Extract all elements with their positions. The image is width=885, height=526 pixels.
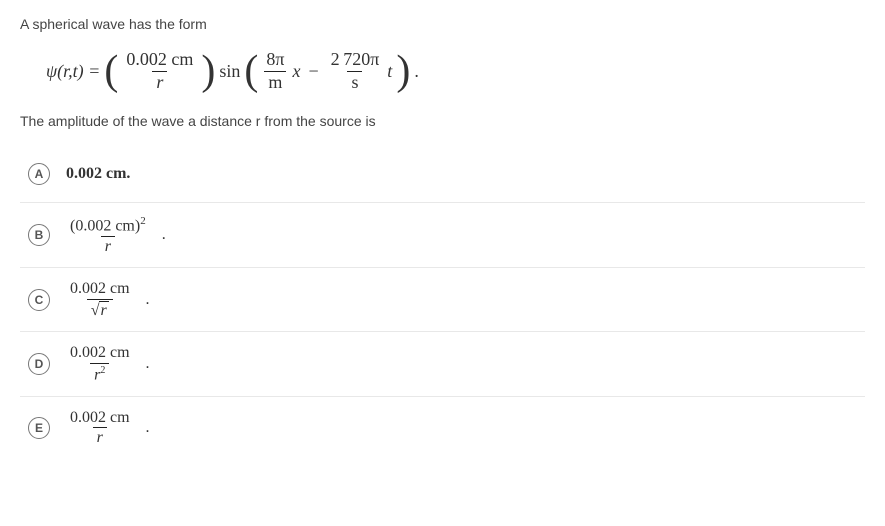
eq-func: sin bbox=[219, 61, 240, 82]
paren-open-2: ( bbox=[244, 55, 258, 89]
option-a-circle: A bbox=[28, 163, 50, 185]
option-b[interactable]: B (0.002 cm)2 r . bbox=[20, 203, 865, 269]
arg1-var: x bbox=[292, 61, 300, 82]
option-e-circle: E bbox=[28, 417, 50, 439]
question-intro: A spherical wave has the form bbox=[20, 16, 865, 32]
option-a-text: 0.002 cm. bbox=[66, 165, 130, 183]
sub-question: The amplitude of the wave a distance r f… bbox=[20, 113, 865, 129]
option-d-circle: D bbox=[28, 353, 50, 375]
option-c-body: 0.002 cm √r . bbox=[66, 280, 150, 319]
option-b-circle: B bbox=[28, 224, 50, 246]
paren-close-2: ) bbox=[396, 55, 410, 89]
option-d-period: . bbox=[146, 355, 150, 373]
option-b-frac: (0.002 cm)2 r bbox=[66, 215, 150, 256]
option-b-den: r bbox=[101, 236, 115, 256]
option-d[interactable]: D 0.002 cm r2 . bbox=[20, 332, 865, 397]
sqrt-icon: √r bbox=[91, 301, 109, 320]
option-c-frac: 0.002 cm √r bbox=[66, 280, 134, 319]
arg1-num: 8π bbox=[262, 50, 288, 71]
coef-num: 0.002 cm bbox=[122, 50, 197, 71]
option-b-num: (0.002 cm)2 bbox=[66, 215, 150, 236]
option-c[interactable]: C 0.002 cm √r . bbox=[20, 268, 865, 332]
option-d-body: 0.002 cm r2 . bbox=[66, 344, 150, 384]
option-a-body: 0.002 cm. bbox=[66, 165, 130, 183]
paren-open-1: ( bbox=[104, 55, 118, 89]
option-d-frac: 0.002 cm r2 bbox=[66, 344, 134, 384]
option-c-num: 0.002 cm bbox=[66, 280, 134, 299]
options-list: A 0.002 cm. B (0.002 cm)2 r . C 0.002 cm… bbox=[20, 147, 865, 459]
option-b-body: (0.002 cm)2 r . bbox=[66, 215, 166, 256]
arg2-var: t bbox=[387, 61, 392, 82]
option-c-period: . bbox=[146, 291, 150, 309]
option-d-den: r2 bbox=[90, 363, 109, 384]
eq-coefficient: 0.002 cm r bbox=[122, 50, 197, 93]
eq-arg2-frac: 2 720π s bbox=[327, 50, 384, 93]
option-e-period: . bbox=[146, 419, 150, 437]
option-c-den: √r bbox=[87, 299, 113, 320]
coef-den: r bbox=[152, 71, 167, 93]
option-e-den: r bbox=[93, 427, 107, 447]
option-e-frac: 0.002 cm r bbox=[66, 409, 134, 447]
option-a[interactable]: A 0.002 cm. bbox=[20, 147, 865, 203]
paren-close-1: ) bbox=[201, 55, 215, 89]
eq-arg1-frac: 8π m bbox=[262, 50, 288, 93]
eq-lhs: ψ(r,t) = bbox=[46, 61, 100, 82]
option-c-circle: C bbox=[28, 289, 50, 311]
arg1-den: m bbox=[264, 71, 286, 93]
option-d-num: 0.002 cm bbox=[66, 344, 134, 363]
option-e-num: 0.002 cm bbox=[66, 409, 134, 428]
eq-period: . bbox=[414, 61, 419, 82]
option-b-period: . bbox=[162, 226, 166, 244]
eq-minus: − bbox=[308, 61, 318, 82]
option-e[interactable]: E 0.002 cm r . bbox=[20, 397, 865, 459]
wave-equation: ψ(r,t) = ( 0.002 cm r ) sin ( 8π m x − 2… bbox=[46, 50, 865, 93]
arg2-den: s bbox=[347, 71, 362, 93]
option-e-body: 0.002 cm r . bbox=[66, 409, 150, 447]
arg2-num: 2 720π bbox=[327, 50, 384, 71]
